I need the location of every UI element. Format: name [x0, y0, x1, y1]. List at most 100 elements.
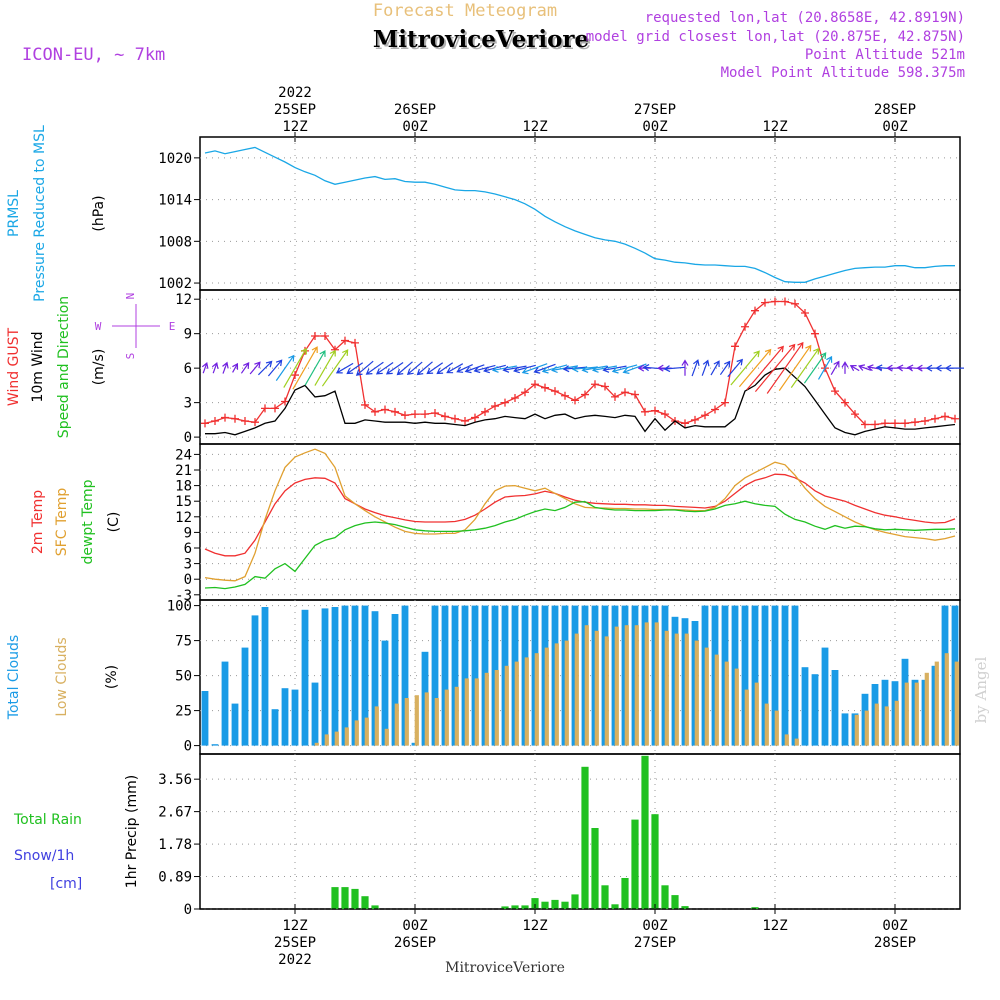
y-tick-label: 3.56 [158, 772, 192, 788]
cloud-bar-1 [344, 727, 349, 746]
precip-bar-0 [751, 907, 759, 909]
precip-bar-0 [581, 766, 589, 909]
cloud-bar-1 [474, 678, 479, 746]
location-title: MitroviceVeriore [375, 28, 591, 55]
gust-point [221, 413, 229, 422]
watermark: by Angel [972, 656, 990, 723]
series-line-0 [204, 300, 956, 426]
gust-point [681, 419, 689, 428]
y-tick-label: 6 [184, 541, 192, 557]
y-tick-label: 9 [184, 327, 192, 343]
cloud-bar-0 [781, 605, 789, 746]
cloud-bar-1 [714, 654, 719, 746]
gust-point [511, 394, 519, 403]
compass-south: S [124, 353, 137, 360]
cloud-bar-0 [301, 609, 309, 746]
cloud-bar-1 [934, 661, 939, 746]
wind-arrow [841, 361, 849, 374]
cloud-bar-0 [201, 691, 209, 746]
time-label: 26SEP [394, 102, 436, 118]
wind-arrow [201, 361, 209, 374]
cloud-bar-0 [431, 605, 439, 746]
cloud-bar-1 [464, 678, 469, 746]
cloud-bar-1 [614, 626, 619, 746]
cloud-bar-1 [894, 700, 899, 746]
series-line-2 [204, 500, 956, 590]
wind-arrow [830, 360, 840, 376]
precip-bar-0 [511, 905, 519, 909]
cloud-bar-1 [674, 633, 679, 746]
cloud-bar-0 [461, 605, 469, 746]
legend-snow-unit: [cm] [50, 876, 82, 892]
cloud-bar-0 [321, 608, 329, 746]
precip-bar-0 [681, 906, 689, 909]
bottom-location: MitroviceVeriore [445, 960, 565, 976]
wind-arrow [730, 350, 760, 386]
requested-coords: requested lon,lat (20.8658E, 42.8919N) [645, 10, 965, 26]
time-label: 12Z [522, 119, 547, 135]
y-axis-label: (%) [104, 665, 120, 689]
cloud-bar-0 [221, 661, 229, 746]
precip-bar-0 [501, 906, 509, 909]
gust-point [841, 398, 849, 407]
cloud-bar-0 [371, 611, 379, 746]
precip-bar-0 [621, 878, 629, 909]
series-line-0 [204, 473, 956, 557]
gust-point [601, 382, 609, 391]
gust-point [581, 390, 589, 399]
precip-bar-0 [351, 888, 359, 909]
gust-point [421, 410, 429, 419]
closest-coords: model grid closest lon,lat (20.875E, 42.… [586, 29, 965, 45]
gust-point [871, 420, 879, 429]
gust-point [941, 412, 949, 421]
gust-point [801, 308, 809, 317]
cloud-bar-1 [724, 661, 729, 746]
cloud-bar-1 [384, 728, 389, 746]
wind-arrow [211, 361, 219, 374]
precip-bar-0 [591, 828, 599, 909]
gust-point [551, 387, 559, 396]
panel-clouds: 0 25 50 75 100 Total Clouds Low Clouds (%) [6, 599, 961, 755]
wind-arrow [464, 364, 485, 374]
wind-arrow [766, 341, 804, 394]
cloud-bar-1 [854, 714, 859, 746]
cloud-bar-1 [904, 682, 909, 746]
y-tick-label: 0 [184, 430, 192, 446]
y-axis-label: 2m Temp [30, 490, 46, 554]
location-title-main: MitroviceVeriore [373, 26, 589, 53]
wind-arrow [335, 362, 354, 374]
gust-point [521, 388, 529, 397]
time-label: 27SEP [634, 935, 676, 951]
gust-point [291, 371, 299, 380]
y-tick-label: 12 [175, 510, 192, 526]
precip-bar-0 [531, 898, 539, 909]
wind-arrow [406, 361, 423, 375]
gust-point [901, 419, 909, 428]
gust-point [891, 419, 899, 428]
wind-arrow [314, 349, 336, 386]
time-label: 00Z [882, 119, 907, 135]
wind-arrow [602, 365, 627, 373]
cloud-bar-1 [644, 622, 649, 746]
time-label: 2022 [278, 85, 312, 101]
gust-point [391, 407, 399, 416]
cloud-bar-1 [954, 661, 959, 746]
y-axis-label: 10m Wind [30, 331, 46, 402]
wind-arrow [681, 359, 689, 376]
wind-arrow [502, 365, 527, 373]
gust-point [441, 412, 449, 421]
gust-point [951, 414, 959, 423]
cloud-bar-0 [391, 614, 399, 746]
wind-arrow [790, 347, 820, 388]
gust-point [241, 417, 249, 426]
wind-arrow [232, 362, 239, 373]
cloud-bar-1 [444, 689, 449, 746]
wind-arrow [267, 359, 283, 377]
cloud-bar-1 [924, 672, 929, 746]
cloud-bar-1 [914, 682, 919, 746]
y-tick-label: 75 [175, 634, 192, 650]
gust-point [791, 299, 799, 308]
gust-point [491, 402, 499, 411]
gust-point [201, 419, 209, 428]
precip-bar-0 [671, 895, 679, 909]
